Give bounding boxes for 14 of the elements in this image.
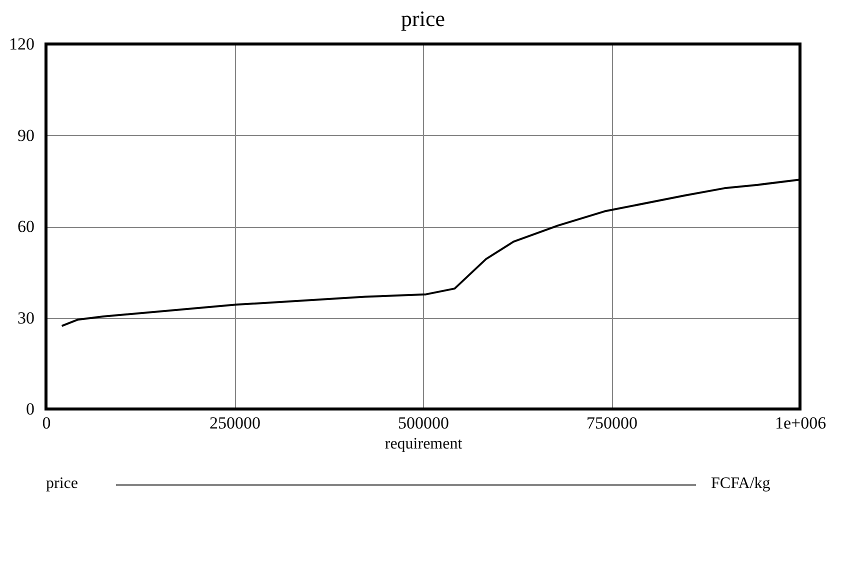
text: FCFA/kg [711,475,770,492]
y-tick-label: 120 [9,34,34,54]
x-tick-label: 250000 [210,414,260,432]
y-tick-label: 30 [18,308,34,328]
text: price [46,475,78,492]
y-tick-label: 0 [26,400,34,418]
chart-title: price [401,6,445,31]
x-axis-title: requirement [384,436,463,452]
x-tick-label: 500000 [398,414,449,432]
y-tick-label: 60 [18,217,34,236]
x-tick-label: 0 [42,414,51,432]
x-tick-label: 1e+006 [774,414,826,432]
y-tick-label: 90 [18,126,34,145]
x-tick-label: 750000 [586,414,638,432]
